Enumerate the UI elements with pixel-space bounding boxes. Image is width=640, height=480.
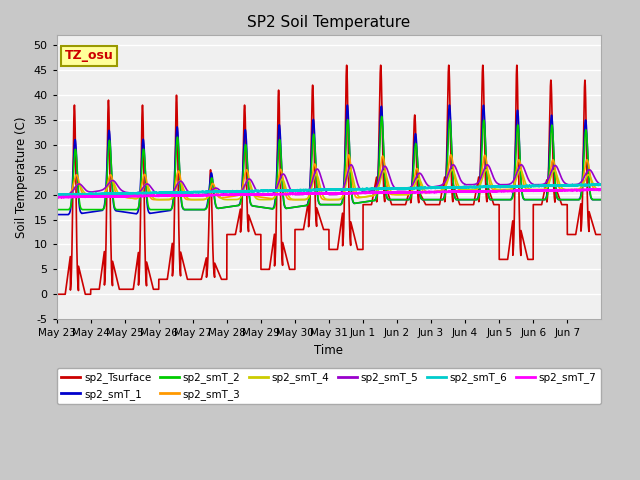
sp2_smT_7 xyxy=(166,193,173,199)
sp2_smT_7 xyxy=(479,189,486,194)
sp2_smT_3 xyxy=(189,197,196,203)
sp2_smT_4 xyxy=(597,187,605,192)
sp2_smT_6 xyxy=(166,190,173,195)
Line: sp2_smT_5: sp2_smT_5 xyxy=(57,165,601,195)
sp2_smT_3 xyxy=(479,163,486,169)
sp2_smT_4 xyxy=(346,167,354,173)
sp2_smT_1 xyxy=(349,199,357,205)
sp2_smT_2 xyxy=(53,207,61,213)
sp2_smT_6 xyxy=(594,181,602,187)
sp2_smT_1 xyxy=(378,114,386,120)
sp2_smT_5 xyxy=(505,181,513,187)
sp2_smT_4 xyxy=(479,176,486,181)
sp2_Tsurface xyxy=(378,121,386,127)
sp2_Tsurface xyxy=(505,246,513,252)
sp2_smT_7 xyxy=(519,188,527,193)
sp2_smT_2 xyxy=(349,199,357,204)
sp2_smT_5 xyxy=(349,165,357,170)
Text: TZ_osu: TZ_osu xyxy=(65,49,114,62)
sp2_smT_4 xyxy=(520,173,527,179)
X-axis label: Time: Time xyxy=(314,344,344,357)
sp2_Tsurface xyxy=(349,228,357,234)
sp2_smT_2 xyxy=(166,207,173,213)
sp2_smT_6 xyxy=(378,186,386,192)
sp2_smT_2 xyxy=(519,194,527,200)
sp2_Tsurface xyxy=(597,232,605,238)
sp2_smT_2 xyxy=(378,114,385,120)
sp2_smT_4 xyxy=(349,177,357,182)
sp2_smT_7 xyxy=(57,194,65,200)
sp2_smT_6 xyxy=(479,184,486,190)
Legend: sp2_Tsurface, sp2_smT_1, sp2_smT_2, sp2_smT_3, sp2_smT_4, sp2_smT_5, sp2_smT_6, : sp2_Tsurface, sp2_smT_1, sp2_smT_2, sp2_… xyxy=(57,368,601,404)
sp2_smT_6 xyxy=(349,187,357,192)
sp2_smT_5 xyxy=(53,192,61,198)
sp2_Tsurface xyxy=(53,291,61,297)
sp2_smT_1 xyxy=(166,208,173,214)
Line: sp2_smT_4: sp2_smT_4 xyxy=(57,170,601,200)
sp2_Tsurface xyxy=(166,260,173,266)
sp2_smT_1 xyxy=(505,197,513,203)
sp2_smT_3 xyxy=(520,179,527,184)
sp2_smT_3 xyxy=(378,154,386,159)
sp2_smT_5 xyxy=(166,192,173,197)
sp2_smT_2 xyxy=(505,197,513,203)
sp2_smT_5 xyxy=(378,168,386,173)
sp2_smT_6 xyxy=(519,183,527,189)
sp2_smT_4 xyxy=(506,187,513,192)
sp2_smT_4 xyxy=(166,196,173,202)
Line: sp2_smT_7: sp2_smT_7 xyxy=(57,189,601,197)
Y-axis label: Soil Temperature (C): Soil Temperature (C) xyxy=(15,117,28,238)
sp2_smT_7 xyxy=(53,194,61,200)
Line: sp2_Tsurface: sp2_Tsurface xyxy=(57,65,601,294)
Title: SP2 Soil Temperature: SP2 Soil Temperature xyxy=(247,15,411,30)
sp2_smT_4 xyxy=(379,170,387,176)
sp2_smT_2 xyxy=(378,118,386,124)
sp2_Tsurface xyxy=(479,62,486,68)
sp2_smT_4 xyxy=(189,197,196,203)
sp2_smT_3 xyxy=(597,187,605,192)
sp2_smT_5 xyxy=(517,162,525,168)
sp2_smT_7 xyxy=(597,187,605,193)
Line: sp2_smT_6: sp2_smT_6 xyxy=(57,184,601,195)
sp2_smT_6 xyxy=(55,192,63,198)
sp2_smT_5 xyxy=(597,182,605,188)
sp2_smT_3 xyxy=(53,192,61,198)
sp2_smT_3 xyxy=(349,184,357,190)
sp2_Tsurface xyxy=(519,237,527,242)
sp2_smT_7 xyxy=(349,191,357,196)
sp2_Tsurface xyxy=(478,73,486,79)
sp2_smT_1 xyxy=(597,197,605,203)
sp2_smT_3 xyxy=(166,197,173,203)
sp2_smT_1 xyxy=(53,212,61,217)
sp2_smT_6 xyxy=(505,183,513,189)
sp2_smT_2 xyxy=(479,137,486,143)
sp2_smT_1 xyxy=(479,117,486,123)
sp2_smT_4 xyxy=(53,192,61,198)
sp2_smT_1 xyxy=(519,195,527,201)
sp2_smT_6 xyxy=(597,181,605,187)
sp2_smT_6 xyxy=(53,192,61,197)
sp2_smT_5 xyxy=(478,171,486,177)
sp2_smT_1 xyxy=(344,102,351,108)
sp2_smT_7 xyxy=(595,186,602,192)
sp2_smT_5 xyxy=(519,164,527,169)
Line: sp2_smT_2: sp2_smT_2 xyxy=(57,117,601,210)
sp2_smT_3 xyxy=(447,152,454,158)
sp2_smT_3 xyxy=(506,187,513,192)
sp2_smT_7 xyxy=(505,188,513,194)
Line: sp2_smT_3: sp2_smT_3 xyxy=(57,155,601,200)
Line: sp2_smT_1: sp2_smT_1 xyxy=(57,105,601,215)
sp2_smT_7 xyxy=(378,190,386,196)
sp2_smT_2 xyxy=(597,197,605,203)
